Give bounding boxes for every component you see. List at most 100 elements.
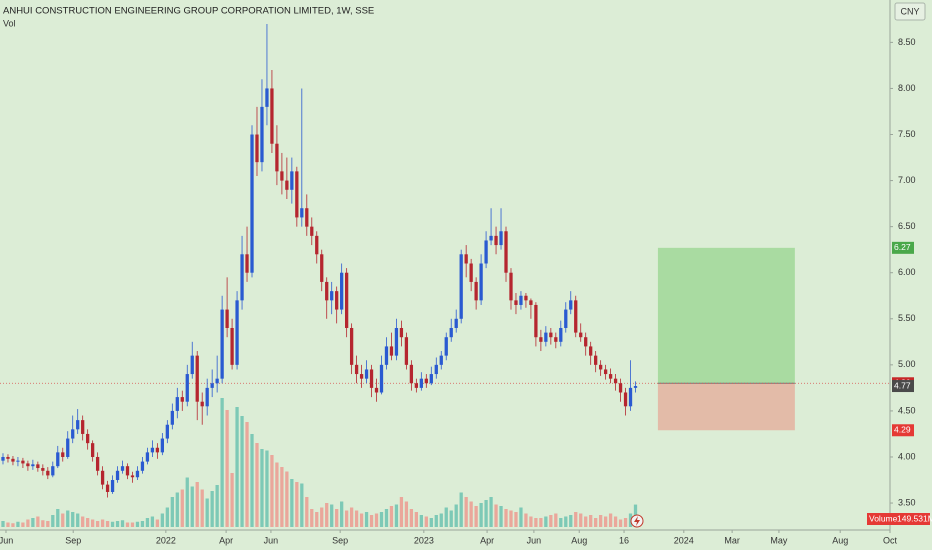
- candle-body: [66, 438, 70, 457]
- candle-body: [519, 295, 523, 305]
- candle-body: [220, 309, 224, 379]
- candle-body: [464, 254, 468, 264]
- candle-body: [349, 327, 354, 365]
- volume-bar: [110, 521, 115, 527]
- volume-bar: [389, 506, 394, 527]
- volume-bar: [1, 521, 5, 527]
- x-tick-label: Aug: [571, 535, 587, 545]
- volume-bar: [155, 519, 160, 527]
- volume-bar: [220, 398, 224, 527]
- x-tick-label: Sep: [332, 535, 348, 545]
- volume-bar: [414, 512, 419, 527]
- x-tick-label: Oct: [883, 535, 898, 545]
- candle-body: [628, 387, 633, 407]
- candle-body: [46, 470, 50, 476]
- volume-bar: [31, 518, 35, 527]
- x-tick-label: Apr: [219, 535, 233, 545]
- candle-body: [623, 392, 628, 407]
- candle-body: [95, 456, 100, 471]
- volume-bar: [280, 467, 284, 527]
- candle-body: [374, 387, 379, 393]
- candle-body: [633, 386, 638, 388]
- candle-body: [190, 355, 194, 375]
- candle-body: [170, 410, 174, 425]
- volume-bar: [399, 497, 404, 527]
- candle-body: [195, 355, 199, 402]
- candle-body: [613, 378, 618, 384]
- volume-bar: [170, 497, 174, 527]
- candle-body: [1, 456, 5, 461]
- candle-body: [419, 378, 423, 388]
- candle-body: [180, 397, 184, 402]
- candle-body: [230, 327, 234, 365]
- volume-bar: [235, 407, 239, 527]
- candle-body: [335, 291, 339, 310]
- candle-body: [449, 327, 453, 338]
- candle-body: [484, 240, 488, 264]
- volume-bar: [459, 492, 463, 527]
- candle-body: [569, 300, 573, 310]
- volume-bar: [494, 504, 498, 527]
- candle-body: [444, 337, 448, 356]
- candle-body: [608, 374, 613, 379]
- volume-bar: [374, 513, 379, 527]
- candle-body: [584, 337, 588, 347]
- candle-body: [255, 134, 259, 163]
- volume-bar: [190, 486, 194, 527]
- volume-bar: [534, 518, 538, 527]
- candle-body: [115, 470, 120, 481]
- target-price-tag-bg: [892, 241, 914, 254]
- candle-body: [409, 364, 414, 384]
- volume-bar: [290, 479, 294, 527]
- candle-body: [245, 254, 249, 273]
- volume-bar: [454, 504, 458, 527]
- volume-value: 149.531M: [897, 513, 932, 523]
- volume-bar: [115, 521, 120, 527]
- volume-bar: [349, 507, 354, 527]
- volume-tag-bg: [867, 513, 930, 525]
- volume-bar: [140, 521, 145, 527]
- volume-bar: [210, 491, 214, 527]
- candle-body: [165, 424, 169, 439]
- alert-bolt: [634, 516, 640, 526]
- volume-bar: [384, 509, 389, 527]
- volume-bar: [509, 510, 513, 527]
- volume-bar: [589, 515, 593, 527]
- volume-bar: [439, 513, 443, 527]
- candle-body: [603, 369, 608, 375]
- volume-bar: [255, 443, 259, 527]
- candle-body: [305, 208, 309, 227]
- candle-body: [414, 383, 419, 388]
- candle-body: [424, 378, 428, 384]
- target-price-tag: 6.27: [894, 242, 911, 252]
- candle-body: [384, 346, 389, 365]
- candle-body: [320, 254, 324, 282]
- volume-bar: [86, 518, 90, 527]
- volume-bar: [310, 509, 314, 527]
- candle-body: [11, 458, 15, 462]
- volume-bar: [100, 519, 105, 527]
- profit-zone: [657, 247, 795, 384]
- volume-bar: [340, 501, 344, 527]
- candle-body: [509, 272, 513, 301]
- candle-body: [574, 300, 578, 333]
- candle-body: [459, 254, 463, 319]
- volume-bar: [429, 518, 433, 527]
- volume-bar: [424, 516, 428, 527]
- y-tick-label: 5.00: [898, 359, 916, 369]
- candle-body: [589, 346, 593, 356]
- candle-body: [325, 281, 329, 301]
- candle-body: [499, 231, 503, 246]
- x-tick-label: 2022: [156, 535, 176, 545]
- volume-bar: [41, 520, 45, 527]
- currency-button[interactable]: [894, 2, 926, 21]
- candle-body: [399, 327, 404, 338]
- candle-body: [76, 420, 80, 430]
- volume-bar: [240, 416, 244, 527]
- currency-label: CNY: [900, 6, 919, 16]
- volume-bar: [369, 515, 374, 527]
- volume-bar: [21, 522, 25, 527]
- candle-body: [290, 171, 294, 190]
